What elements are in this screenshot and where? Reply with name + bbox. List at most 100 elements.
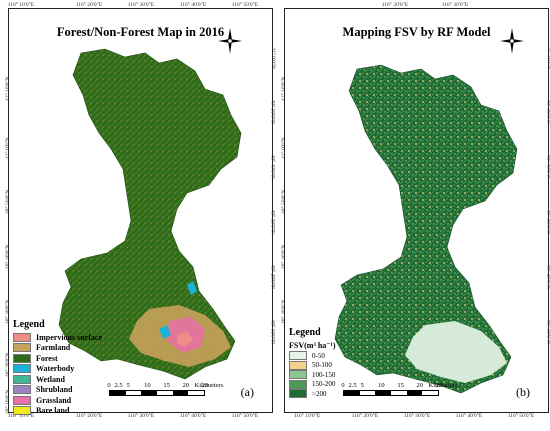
legend-item: Forest bbox=[13, 353, 102, 364]
legend-title: Legend bbox=[289, 327, 321, 338]
scale-label: 2.5 bbox=[114, 382, 123, 389]
tick-top: 116° 20'0"E bbox=[75, 2, 103, 8]
scale-label: 0 bbox=[107, 382, 111, 389]
scale-label: 15 bbox=[397, 382, 404, 389]
forest-map-panel: 116° 10'0"E 116° 20'0"E 116° 30'0"E 116°… bbox=[5, 2, 276, 419]
legend-item: Impervious surface bbox=[13, 332, 102, 343]
legend-item: Farmland bbox=[13, 343, 102, 354]
scale-bar: 0 2.5 5 10 15 20 25 Kilometers bbox=[107, 382, 223, 396]
tick-bottom: 116° 40'0"E bbox=[455, 413, 483, 419]
tick-top: 116° 40'0"E bbox=[179, 2, 207, 8]
legend-label: Farmland bbox=[36, 343, 71, 353]
tick-bottom: 116° 40'0"E bbox=[179, 413, 207, 419]
legend-item: Waterbody bbox=[13, 364, 102, 375]
scale-label: 5 bbox=[360, 382, 364, 389]
scale-label: 20 bbox=[182, 382, 190, 389]
tick-top: 116° 20'0"E bbox=[381, 2, 409, 8]
scale-label: 15 bbox=[163, 382, 170, 389]
fsv-map bbox=[334, 64, 518, 394]
legend-title: Legend bbox=[13, 319, 45, 330]
legend-label: Forest bbox=[36, 353, 58, 363]
north-arrow bbox=[217, 27, 243, 55]
scale-label: 10 bbox=[144, 382, 151, 389]
scale-label: 10 bbox=[378, 382, 385, 389]
legend-item: Bare land bbox=[13, 406, 102, 417]
scale-label: 2.5 bbox=[348, 382, 357, 389]
legend-label: Waterbody bbox=[36, 364, 75, 374]
tick-top: 116° 30'0"E bbox=[127, 2, 155, 8]
tick-bottom: 116° 30'0"E bbox=[403, 413, 431, 419]
scale-labels: 0 2.5 5 10 15 20 25 Kilometers bbox=[107, 382, 223, 390]
waterbody-patch bbox=[159, 325, 171, 339]
legend-swatch bbox=[289, 389, 307, 399]
tick-bottom: 116° 50'0"E bbox=[507, 413, 535, 419]
legend-swatch bbox=[13, 353, 31, 363]
compass-icon bbox=[218, 28, 242, 54]
scale-label: 25 bbox=[435, 382, 443, 389]
tick-top: 116° 10'0"E bbox=[7, 2, 35, 8]
legend-item: >200 bbox=[289, 389, 336, 399]
legend-item: 50-100 bbox=[289, 360, 336, 371]
scale-strip bbox=[109, 390, 205, 396]
tick-bottom: 116° 10'0"E bbox=[293, 413, 321, 419]
map-title: Mapping FSV by RF Model bbox=[342, 25, 491, 39]
legend-label: >200 bbox=[312, 389, 327, 398]
legend-label: 0-50 bbox=[312, 351, 325, 360]
panel-label: (b) bbox=[516, 385, 530, 399]
scale-bar: 0 2.5 5 10 15 20 25 Kilometers bbox=[341, 382, 457, 396]
scale-strip bbox=[343, 390, 439, 396]
legend-swatch bbox=[289, 370, 307, 380]
legend-b: Legend FSV(m³ ha⁻¹) 0-50 50-100 100-150 150… bbox=[289, 327, 336, 399]
region-outline bbox=[58, 48, 242, 380]
legend-a: Legend Impervious surface Farmland Forest W… bbox=[13, 319, 102, 416]
legend-swatch bbox=[289, 351, 307, 361]
legend-swatch bbox=[13, 332, 31, 342]
tick-bottom: 116° 10'0"E bbox=[7, 413, 35, 419]
scale-label: 5 bbox=[126, 382, 130, 389]
legend-label: 100-150 bbox=[312, 370, 336, 379]
scale-unit: Kilometers bbox=[428, 382, 458, 389]
legend-item: Wetland bbox=[13, 374, 102, 385]
legend-subtitle: FSV(m³ ha⁻¹) bbox=[289, 341, 336, 350]
legend-swatch bbox=[289, 379, 307, 389]
fsv-map-panel: 116° 20'0"E 116° 30'0"E 116° 10'0"E 116°… bbox=[281, 2, 550, 419]
legend-swatch bbox=[289, 360, 307, 370]
legend-item: Shrubland bbox=[13, 385, 102, 396]
legend-item: 150-200 bbox=[289, 379, 336, 390]
tick-bottom: 116° 20'0"E bbox=[75, 413, 103, 419]
tick-top: 116° 30'0"E bbox=[441, 2, 469, 8]
legend-swatch bbox=[13, 406, 31, 416]
scale-label: 0 bbox=[341, 382, 345, 389]
legend-label: Bare land bbox=[36, 406, 70, 416]
tick-top: 116° 50'0"E bbox=[231, 2, 259, 8]
forest-map bbox=[58, 48, 242, 380]
tick-bottom: 116° 20'0"E bbox=[351, 413, 379, 419]
scale-labels: 0 2.5 5 10 15 20 25 Kilometers bbox=[341, 382, 457, 390]
legend-swatch bbox=[13, 364, 31, 374]
legend-swatch bbox=[13, 395, 31, 405]
scale-unit: Kilometers bbox=[194, 382, 224, 389]
legend-label: Impervious surface bbox=[36, 332, 102, 342]
legend-label: Shrubland bbox=[36, 385, 73, 395]
legend-item: 100-150 bbox=[289, 370, 336, 380]
legend-label: Wetland bbox=[36, 374, 65, 384]
waterbody-patch bbox=[187, 281, 197, 295]
legend-label: 50-100 bbox=[312, 361, 332, 370]
legend-swatch bbox=[13, 385, 31, 395]
region-outline bbox=[334, 64, 518, 394]
impervious-patch bbox=[177, 331, 193, 347]
scale-label: 20 bbox=[416, 382, 424, 389]
map-title: Forest/Non-Forest Map in 2016 bbox=[56, 25, 225, 39]
legend-label: 150-200 bbox=[312, 380, 336, 389]
tick-bottom: 116° 30'0"E bbox=[127, 413, 155, 419]
tick-bottom: 116° 50'0"E bbox=[231, 413, 259, 419]
north-arrow bbox=[499, 27, 525, 55]
legend-swatch bbox=[13, 343, 31, 353]
scale-label: 25 bbox=[201, 382, 209, 389]
legend-label: Grassland bbox=[36, 395, 72, 405]
legend-swatch bbox=[13, 374, 31, 384]
legend-item: 0-50 bbox=[289, 351, 336, 361]
panel-label: (a) bbox=[240, 385, 254, 399]
legend-item: Grassland bbox=[13, 395, 102, 406]
compass-icon bbox=[500, 28, 524, 54]
